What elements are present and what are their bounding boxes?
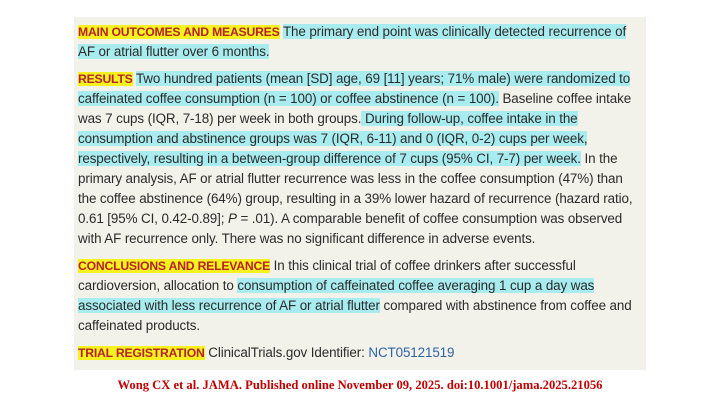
- results-p-label: P: [228, 211, 237, 226]
- registration-text: ClinicalTrials.gov Identifier:: [204, 345, 369, 360]
- results-plain-3: A comparable benefit of coffee consumpti…: [78, 211, 623, 246]
- conclusions-plain-1: In this clinical trial of coffee drinker…: [78, 258, 576, 293]
- abstract-panel: MAIN OUTCOMES AND MEASURES The primary e…: [74, 17, 646, 370]
- conclusions-section: CONCLUSIONS AND RELEVANCE In this clinic…: [78, 256, 642, 336]
- results-p-value: = .01).: [236, 211, 279, 226]
- results-plain-1: Baseline coffee intake was 7 cups (IQR, …: [78, 91, 632, 126]
- main-outcomes-section: MAIN OUTCOMES AND MEASURES The primary e…: [78, 22, 642, 62]
- results-section: RESULTS Two hundred patients (mean [SD] …: [78, 69, 642, 249]
- registration-heading: TRIAL REGISTRATION: [78, 346, 205, 360]
- conclusions-heading: CONCLUSIONS AND RELEVANCE: [78, 259, 271, 273]
- results-heading: RESULTS: [78, 72, 133, 86]
- conclusions-plain-2: compared with abstinence from coffee and…: [78, 298, 632, 333]
- registration-section: TRIAL REGISTRATION ClinicalTrials.gov Id…: [78, 343, 642, 363]
- results-plain-2: In the primary analysis, AF or atrial fl…: [78, 151, 633, 226]
- main-outcomes-heading: MAIN OUTCOMES AND MEASURES: [78, 25, 280, 39]
- citation-footer: Wong CX et al. JAMA. Published online No…: [117, 378, 603, 392]
- trial-identifier-link[interactable]: NCT05121519: [368, 345, 455, 360]
